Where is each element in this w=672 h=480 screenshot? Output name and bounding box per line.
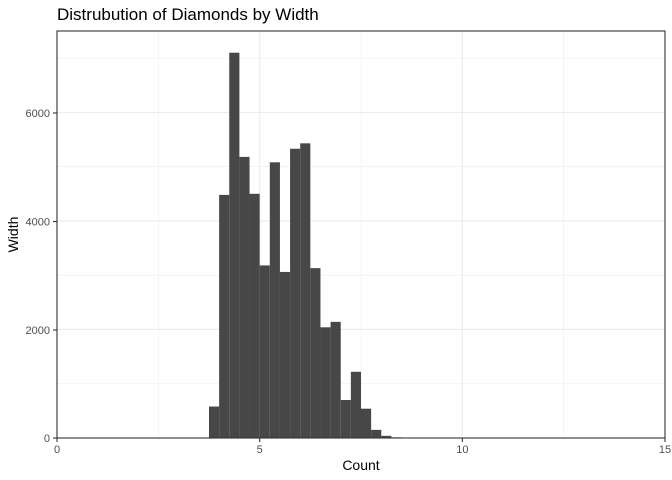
histogram-bar — [300, 143, 311, 438]
plot-panel-border — [56, 30, 666, 439]
y-tick-label: 0 — [44, 433, 50, 445]
x-axis-title: Count — [342, 457, 379, 473]
histogram-bar — [259, 265, 270, 438]
x-tick-label: 15 — [659, 444, 671, 456]
histogram-bar — [350, 371, 361, 438]
histogram-bar — [219, 194, 230, 438]
histogram-bar — [209, 406, 220, 438]
x-axis: 0 5 10 15 — [54, 438, 671, 456]
histogram-bar — [269, 162, 280, 439]
chart-title: Distrubution of Diamonds by Width — [57, 5, 319, 24]
histogram-bar — [330, 321, 341, 438]
x-tick-label: 10 — [456, 444, 468, 456]
y-axis: 0 2000 4000 6000 — [26, 108, 57, 445]
histogram-bars — [209, 52, 402, 439]
histogram-bar — [279, 271, 291, 438]
histogram-bar — [381, 435, 392, 438]
histogram-bar — [340, 400, 351, 438]
y-tick-label: 4000 — [26, 217, 50, 229]
y-axis-title: Width — [5, 217, 21, 253]
histogram-bar — [371, 429, 382, 438]
y-tick-label: 6000 — [26, 108, 50, 120]
histogram-bar — [310, 268, 321, 438]
histogram-bar — [290, 148, 301, 438]
histogram-bar — [320, 327, 331, 438]
histogram-bar — [361, 408, 372, 438]
histogram-bar — [229, 52, 240, 438]
histogram-bar — [249, 193, 260, 438]
x-tick-label: 0 — [54, 444, 60, 456]
histogram-bar — [239, 156, 250, 438]
y-tick-label: 2000 — [26, 325, 50, 337]
x-tick-label: 5 — [257, 444, 263, 456]
